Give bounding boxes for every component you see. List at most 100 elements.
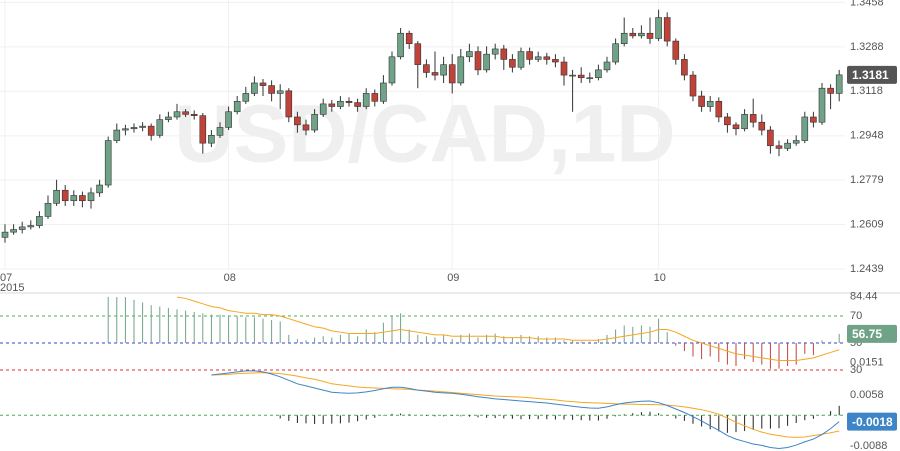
candle-body	[165, 116, 172, 120]
candle-body	[638, 32, 645, 37]
price-tag	[847, 65, 897, 84]
candle-body	[431, 72, 439, 76]
candle-body	[268, 85, 275, 94]
candle-body	[242, 93, 250, 102]
candle-body	[10, 229, 17, 233]
candle-body	[474, 51, 482, 71]
signal-line	[211, 372, 840, 438]
candle-body	[827, 87, 834, 94]
candle-body	[672, 40, 680, 60]
y-tick-label: 70	[850, 310, 862, 322]
candle-body	[655, 17, 662, 39]
candle-body	[448, 64, 456, 84]
y-tick-label: -0.0088	[850, 440, 887, 451]
candle-body	[689, 74, 697, 97]
candle-body	[96, 184, 103, 194]
x-tick-label: 10	[654, 272, 666, 284]
y-tick-label: 1.2779	[850, 174, 884, 186]
candle-body	[560, 61, 568, 76]
candle-body	[18, 226, 26, 230]
candle-body	[345, 100, 353, 103]
candle-body	[380, 82, 387, 102]
candle-body	[276, 90, 284, 94]
candle-body	[337, 100, 344, 107]
candle-body	[182, 111, 189, 115]
candle-body	[483, 53, 490, 71]
candle-body	[612, 43, 619, 63]
candle-body	[706, 100, 714, 107]
y-tick-label: 1.2609	[850, 218, 884, 230]
x-tick-label: 08	[224, 272, 236, 284]
candle-body	[835, 74, 843, 94]
candle-body	[130, 127, 138, 130]
y-tick-label: 1.3118	[850, 85, 883, 97]
candle-body	[302, 124, 310, 131]
candle-body	[122, 128, 129, 131]
y-tick-label: 0.0058	[850, 389, 884, 401]
candle-body	[792, 140, 800, 144]
candle-body	[139, 125, 146, 128]
candle-body	[354, 102, 361, 107]
candle-body	[801, 116, 809, 141]
candle-body	[294, 116, 301, 126]
candle-body	[79, 195, 86, 202]
y-tick-label: 30	[850, 364, 862, 376]
candle-body	[104, 140, 112, 186]
candle-body	[190, 114, 198, 116]
price-tag-label: 1.3181	[852, 68, 889, 82]
price-tag	[847, 324, 897, 343]
x-tick-label: 07	[0, 272, 12, 284]
candle-body	[784, 142, 791, 149]
price-tag	[847, 412, 897, 431]
candle-body	[53, 189, 60, 204]
candle-body	[758, 121, 766, 131]
candle-body	[732, 124, 740, 130]
candle-body	[595, 69, 602, 79]
candle-body	[629, 32, 637, 37]
candle-body	[517, 51, 525, 68]
candle-body	[70, 195, 78, 202]
candle-body	[87, 192, 95, 202]
candle-body	[500, 48, 508, 60]
candle-body	[397, 32, 404, 58]
candle-body	[405, 32, 413, 45]
watermark: USD/CAD,1D	[174, 89, 675, 180]
candle-body	[199, 115, 207, 144]
x-year-label: 2015	[0, 282, 24, 294]
x-tick-label: 09	[447, 272, 459, 284]
price-tag-label: -0.0018	[852, 415, 893, 429]
candle-body	[620, 32, 628, 45]
candle-body	[113, 129, 121, 141]
ma-line	[176, 296, 840, 362]
candle-body	[767, 129, 774, 147]
candle-body	[466, 51, 473, 58]
y-tick-label: 1.2439	[850, 263, 884, 275]
candle-body	[741, 114, 748, 130]
candle-body	[646, 32, 654, 39]
price-tag-label: 56.75	[852, 327, 882, 341]
y-tick-label: 1.3288	[850, 41, 884, 53]
candle-body	[457, 56, 465, 84]
candle-body	[440, 64, 447, 76]
candle-body	[724, 116, 731, 126]
candle-body	[663, 17, 671, 42]
y-tick-label: 0.0151	[850, 356, 884, 368]
candle-body	[534, 56, 542, 60]
candle-body	[423, 64, 430, 73]
y-tick-label: 1.3458	[850, 0, 884, 8]
candle-body	[61, 189, 69, 202]
candle-body	[319, 103, 327, 115]
candle-body	[577, 74, 585, 79]
candle-body	[44, 203, 52, 217]
candle-body	[509, 59, 516, 68]
candle-body	[311, 114, 318, 131]
candle-body	[775, 145, 783, 149]
candle-body	[36, 216, 43, 226]
candle-body	[715, 100, 723, 118]
candle-body	[259, 82, 267, 86]
candle-body	[1, 231, 9, 238]
candle-body	[526, 51, 533, 60]
candle-body	[251, 82, 258, 94]
